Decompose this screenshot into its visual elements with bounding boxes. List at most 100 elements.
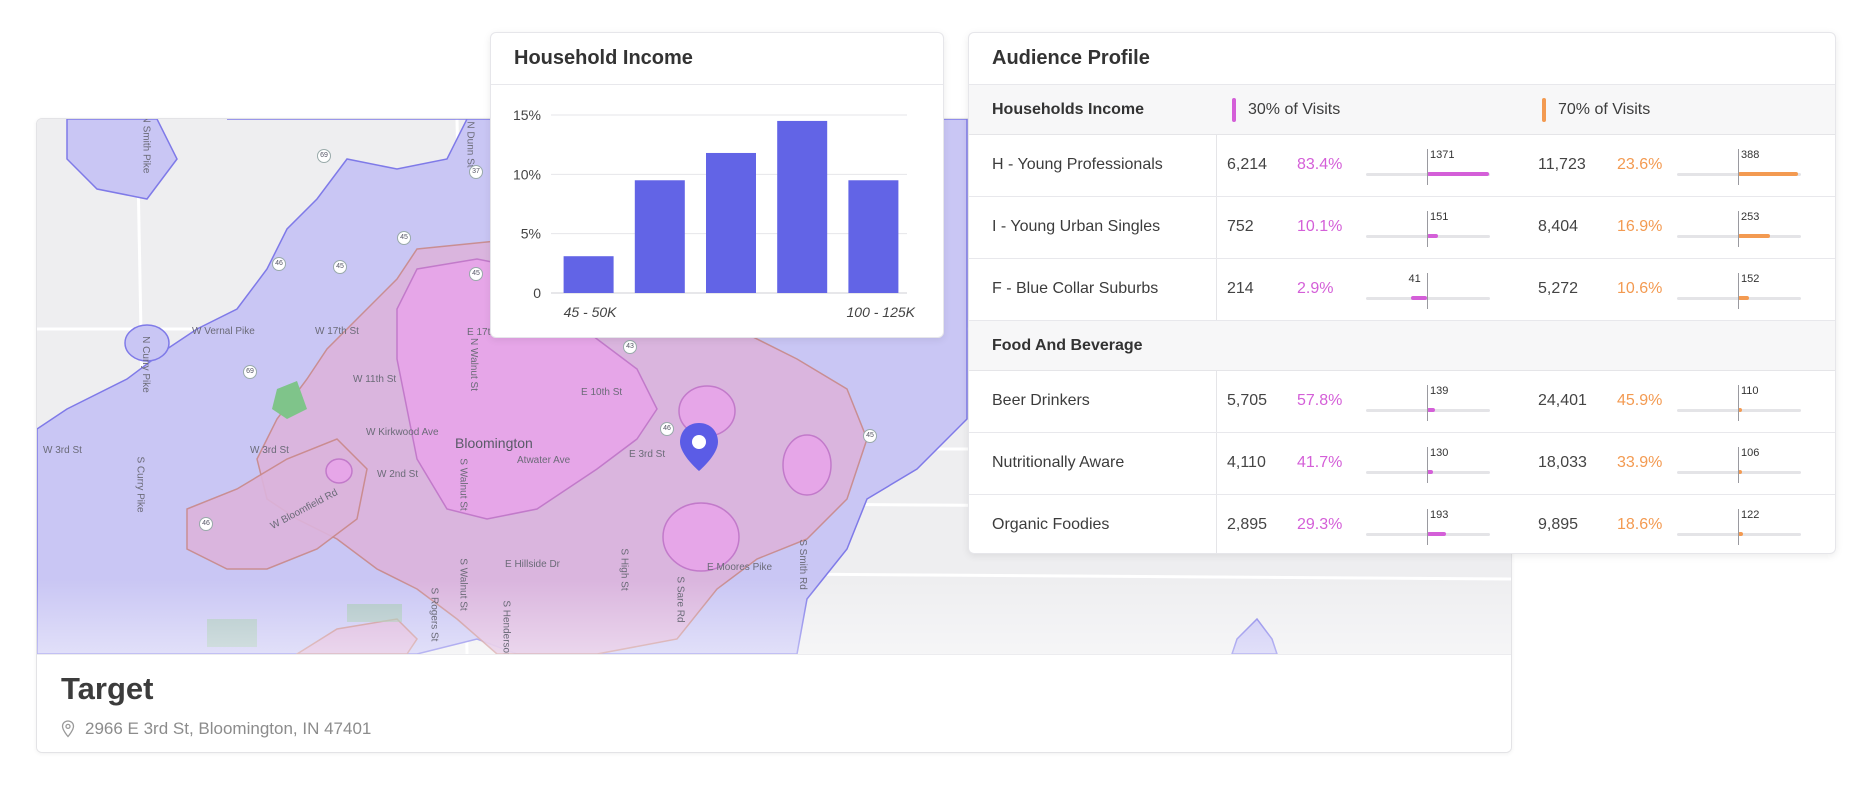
index-bar: 193 bbox=[1366, 509, 1490, 545]
column-divider bbox=[1216, 495, 1217, 553]
visits-pct-b: 10.6% bbox=[1617, 280, 1663, 297]
highway-shield: 45 bbox=[469, 267, 483, 281]
audience-table-header: Households Income 30% of Visits 70% of V… bbox=[969, 85, 1835, 135]
map-street-label: S Walnut St bbox=[457, 558, 469, 611]
map-street-label: S Sare Rd bbox=[674, 576, 686, 623]
index-bar-fill bbox=[1738, 172, 1798, 176]
index-bar: 130 bbox=[1366, 447, 1490, 483]
table-row[interactable]: F - Blue Collar Suburbs 214 2.9% 41 5,272 10.… bbox=[969, 259, 1835, 321]
index-bar-baseline bbox=[1427, 447, 1428, 483]
table-row[interactable]: H - Young Professionals 6,214 83.4% 1371 11,… bbox=[969, 135, 1835, 197]
index-bar-baseline bbox=[1427, 149, 1428, 185]
segment-label: Beer Drinkers bbox=[992, 392, 1090, 409]
index-value: 388 bbox=[1741, 149, 1760, 161]
index-bar: 152 bbox=[1677, 273, 1801, 309]
map-street-label: E 3rd St bbox=[629, 449, 666, 460]
visits-pct-a: 29.3% bbox=[1297, 516, 1343, 533]
index-value: 110 bbox=[1741, 385, 1759, 397]
map-street-label: W 3rd St bbox=[43, 445, 82, 456]
column-divider bbox=[1216, 135, 1217, 196]
index-bar-baseline bbox=[1427, 211, 1428, 247]
legend-swatch-b bbox=[1542, 98, 1546, 122]
index-value: 139 bbox=[1430, 385, 1449, 397]
highway-shield: 69 bbox=[317, 149, 331, 163]
highway-shield: 45 bbox=[333, 260, 347, 274]
visits-count-a: 4,110 bbox=[1227, 454, 1266, 471]
y-tick-label: 15% bbox=[513, 107, 541, 123]
index-value: 41 bbox=[1408, 273, 1421, 285]
index-value: 106 bbox=[1741, 447, 1760, 459]
y-tick-label: 10% bbox=[513, 166, 541, 182]
visits-pct-b: 33.9% bbox=[1617, 454, 1663, 471]
y-tick-label: 5% bbox=[521, 226, 541, 242]
income-bar[interactable] bbox=[563, 256, 614, 293]
header-segment-label: Households Income bbox=[992, 101, 1145, 118]
index-bar-fill bbox=[1427, 234, 1438, 238]
map-street-label: N Curry Pike bbox=[139, 336, 151, 393]
visits-pct-b: 16.9% bbox=[1617, 218, 1663, 235]
audience-profile-title: Audience Profile bbox=[969, 33, 1835, 85]
index-bar-baseline bbox=[1738, 273, 1739, 309]
map-street-label: W 2nd St bbox=[377, 469, 419, 480]
map-street-label: N Dunn St bbox=[464, 121, 476, 168]
highway-shield: 46 bbox=[199, 517, 213, 531]
index-bar: 253 bbox=[1677, 211, 1801, 247]
income-bar[interactable] bbox=[706, 152, 756, 293]
place-name: Target bbox=[61, 671, 154, 706]
index-bar: 41 bbox=[1366, 273, 1490, 309]
highway-shield: 46 bbox=[660, 422, 674, 436]
density-high-region bbox=[662, 502, 740, 572]
index-value: 253 bbox=[1741, 211, 1760, 223]
table-row[interactable]: Nutritionally Aware 4,110 41.7% 130 18,033 33… bbox=[969, 433, 1835, 495]
map-canvas bbox=[37, 119, 1511, 654]
visits-pct-a: 10.1% bbox=[1297, 218, 1343, 235]
index-bar-baseline bbox=[1427, 385, 1428, 421]
index-bar-baseline bbox=[1427, 509, 1428, 545]
place-info: Target 2966 E 3rd St, Bloomington, IN 47… bbox=[37, 654, 1511, 752]
column-divider bbox=[1216, 371, 1217, 432]
column-divider bbox=[1216, 259, 1217, 320]
x-tick-label: 100 - 125K bbox=[847, 304, 916, 320]
park-area bbox=[272, 381, 307, 419]
audience-profile-card: Audience Profile Households Income 30% o… bbox=[968, 32, 1836, 554]
index-bar-fill bbox=[1410, 296, 1427, 300]
map-street-label: E Moores Pike bbox=[707, 562, 773, 573]
household-income-chart[interactable]: 15% 10% 5% 0 45 - 50K 100 - 125K bbox=[491, 85, 943, 335]
visits-count-a: 752 bbox=[1227, 218, 1254, 235]
column-divider bbox=[1216, 433, 1217, 494]
visits-count-a: 2,895 bbox=[1227, 516, 1268, 533]
index-bar-fill bbox=[1427, 408, 1436, 412]
index-bar-baseline bbox=[1427, 273, 1428, 309]
visits-count-b: 18,033 bbox=[1538, 454, 1587, 471]
map-street-label: W 17th St bbox=[315, 326, 359, 337]
location-pin-icon bbox=[61, 720, 75, 738]
map-street-label: S Curry Pike bbox=[134, 456, 146, 513]
segment-label: I - Young Urban Singles bbox=[992, 218, 1161, 235]
column-divider bbox=[1216, 197, 1217, 258]
density-mid-region bbox=[186, 438, 368, 570]
legend-label-a: 30% of Visits bbox=[1248, 101, 1341, 118]
table-row[interactable]: Organic Foodies 2,895 29.3% 193 9,895 18.6% 12… bbox=[969, 495, 1835, 553]
highway-shield: 43 bbox=[623, 340, 637, 354]
highway-shield: 69 bbox=[243, 365, 257, 379]
legend-label-b: 70% of Visits bbox=[1558, 101, 1651, 118]
table-row[interactable]: Beer Drinkers 5,705 57.8% 139 24,401 45.9% 110 bbox=[969, 371, 1835, 433]
index-bar: 110 bbox=[1677, 385, 1801, 421]
visits-pct-b: 18.6% bbox=[1617, 516, 1663, 533]
income-bar[interactable] bbox=[848, 180, 899, 293]
income-bar[interactable] bbox=[634, 180, 685, 293]
income-bar[interactable] bbox=[777, 120, 828, 293]
index-bar-baseline bbox=[1738, 509, 1739, 545]
index-bar-fill bbox=[1427, 532, 1447, 536]
index-bar-fill bbox=[1738, 470, 1742, 474]
visits-pct-a: 41.7% bbox=[1297, 454, 1343, 471]
index-bar: 151 bbox=[1366, 211, 1490, 247]
index-bar: 139 bbox=[1366, 385, 1490, 421]
visits-pct-a: 83.4% bbox=[1297, 156, 1343, 173]
map-street-label: E 10th St bbox=[581, 387, 623, 398]
table-row[interactable]: I - Young Urban Singles 752 10.1% 151 8,404 1… bbox=[969, 197, 1835, 259]
segment-label: Organic Foodies bbox=[992, 516, 1110, 533]
visits-pct-a: 2.9% bbox=[1297, 280, 1334, 297]
index-bar-baseline bbox=[1738, 447, 1739, 483]
visits-count-b: 9,895 bbox=[1538, 516, 1579, 533]
